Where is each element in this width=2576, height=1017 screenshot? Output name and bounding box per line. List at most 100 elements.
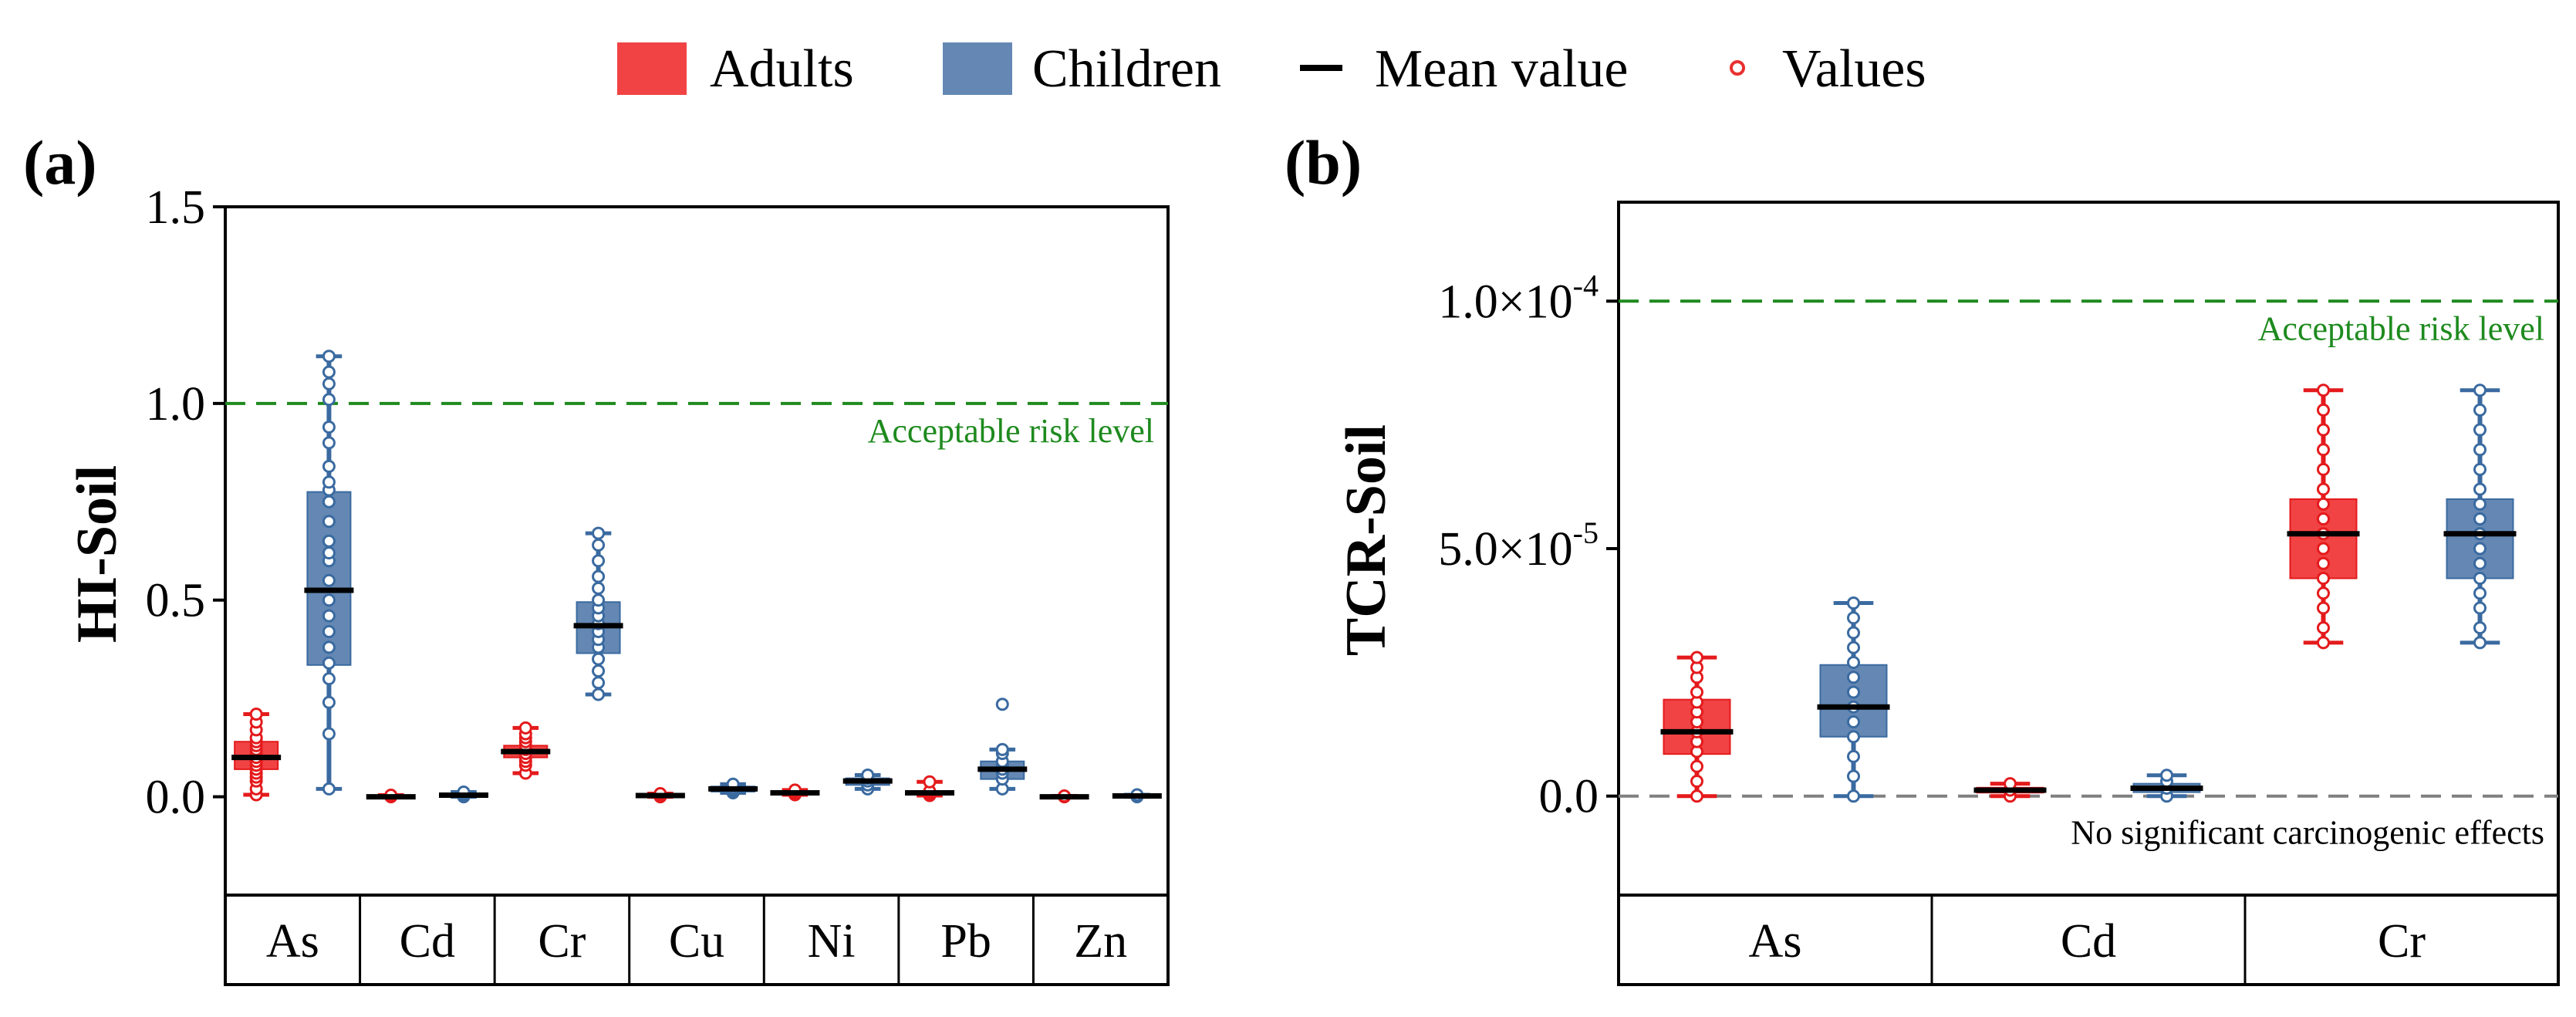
panel-b-frame [1617, 201, 2560, 897]
panel-b-label: (b) [1285, 127, 1362, 198]
category-label: Zn [1074, 915, 1127, 968]
panel-b-y-ticks: 0.0 5.0×10-5 1.0×10-4 [1438, 268, 1619, 823]
box-children-cr [2443, 383, 2517, 650]
value-point [2473, 571, 2487, 585]
value-point [2473, 403, 2487, 417]
value-point [322, 495, 336, 508]
box-adults-pb [905, 775, 955, 802]
value-point [1847, 626, 1860, 640]
panel-a: (a) HI-Soil Acceptable risk level 0.0 0.5… [23, 127, 1170, 986]
value-point [1847, 596, 1860, 610]
category-label: Pb [940, 915, 991, 968]
panel-b-plot-area: Acceptable risk level No significant carc… [1617, 201, 2560, 897]
panel-a-label: (a) [23, 127, 97, 198]
box-adults-cd [1973, 777, 2047, 803]
legend-swatch-children [943, 42, 1012, 95]
value-point [1690, 685, 1703, 699]
box-children-cd [2130, 769, 2203, 803]
box-children-as [1817, 596, 1890, 803]
legend-swatch-values [1730, 60, 1745, 76]
value-point [1847, 640, 1860, 654]
box-adults-as [231, 708, 282, 802]
panel-a-y-ticks: 0.0 0.5 1.0 1.5 [146, 181, 225, 824]
value-point [1847, 730, 1860, 744]
value-point [2317, 556, 2330, 570]
panel-b-y-axis-title: TCR-Soil [1335, 424, 1398, 656]
value-point [2473, 383, 2487, 397]
y-tick-label: 1.0 [146, 378, 206, 431]
category-label: Cr [2378, 915, 2426, 968]
value-point [322, 515, 336, 529]
value-point [322, 640, 336, 654]
value-point [2317, 383, 2330, 397]
value-point [1847, 715, 1860, 728]
value-point [322, 782, 336, 796]
category-label: Cu [669, 915, 724, 968]
legend-label-adults: Adults [710, 39, 854, 99]
value-point [1690, 774, 1703, 788]
value-point [1847, 769, 1860, 783]
value-point [592, 581, 606, 595]
reference-line-label: Acceptable risk level [2258, 309, 2544, 347]
value-point [322, 459, 336, 473]
value-point [2317, 542, 2330, 556]
value-point [995, 742, 1009, 756]
value-point [1847, 789, 1860, 803]
value-point [1847, 656, 1860, 670]
value-point [1690, 759, 1703, 773]
value-point [2317, 586, 2330, 600]
value-point [2473, 443, 2487, 457]
reference-line-label: Acceptable risk level [868, 412, 1154, 450]
legend-label-children: Children [1032, 39, 1221, 99]
box-adults-as [1660, 650, 1734, 803]
value-point [592, 538, 606, 552]
value-point [2473, 462, 2487, 476]
category-strip-frame [224, 894, 1170, 986]
value-point [1690, 789, 1703, 803]
value-point [2473, 621, 2487, 635]
value-point [995, 698, 1009, 711]
value-point [2473, 636, 2487, 650]
y-tick-label: 0.5 [146, 575, 206, 627]
value-point [2317, 497, 2330, 511]
value-point [2473, 556, 2487, 570]
value-point [2473, 601, 2487, 615]
value-point [322, 534, 336, 548]
box-children-ni [842, 769, 893, 796]
box-children-cr [573, 526, 623, 701]
value-point [322, 350, 336, 363]
value-point [1847, 611, 1860, 625]
box-children-cu [708, 777, 758, 799]
value-point [592, 664, 606, 677]
value-point [2473, 423, 2487, 437]
value-point [322, 593, 336, 607]
value-point [322, 672, 336, 686]
value-point [592, 526, 606, 540]
value-point [2473, 586, 2487, 600]
box-children-zn [1112, 788, 1162, 804]
value-point [2317, 512, 2330, 526]
value-point [592, 569, 606, 583]
value-point [322, 656, 336, 670]
value-point [322, 377, 336, 390]
category-label: Cr [538, 915, 586, 968]
value-point [2473, 542, 2487, 556]
category-label: As [266, 915, 319, 968]
panel-a-plot-area: Acceptable risk level [224, 205, 1170, 897]
value-point [322, 393, 336, 407]
category-label: As [1749, 915, 1802, 968]
value-point [249, 708, 263, 721]
panel-b: (b) TCR-Soil Acceptable risk level No sig… [1285, 127, 2560, 986]
value-point [2317, 482, 2330, 496]
category-label: Cd [400, 915, 455, 968]
box-adults-ni [770, 783, 820, 802]
value-point [592, 554, 606, 568]
legend-label-values: Values [1782, 39, 1926, 99]
value-point [923, 775, 937, 789]
panel-a-category-strip: As Cd Cr Cu Ni Pb Zn [224, 894, 1170, 986]
value-point [322, 546, 336, 560]
box-adults-cr [2287, 383, 2360, 650]
reference-line-label: No significant carcinogenic effects [2071, 814, 2544, 852]
value-point [2317, 462, 2330, 476]
value-point [592, 688, 606, 701]
